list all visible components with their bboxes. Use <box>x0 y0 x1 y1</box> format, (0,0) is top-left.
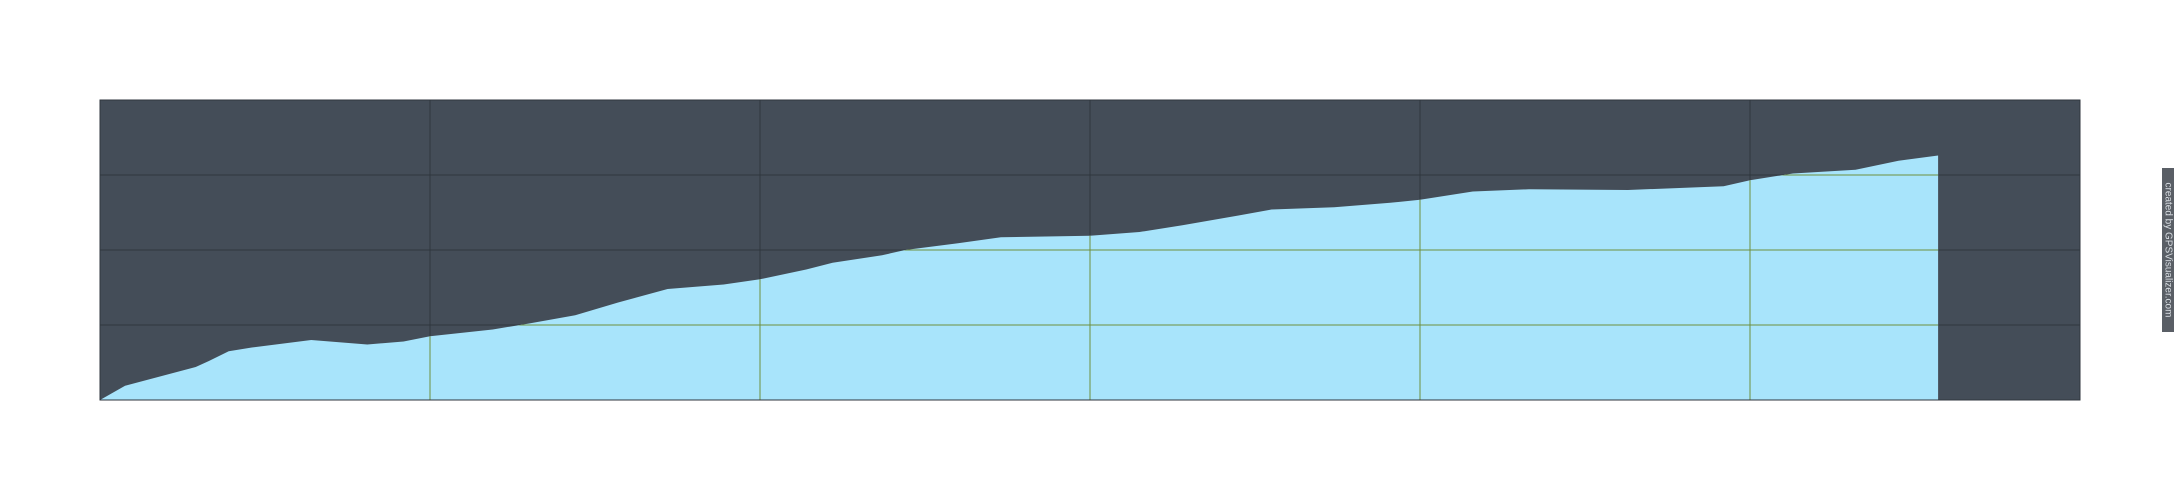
elevation-area <box>100 155 1939 400</box>
watermark-background <box>2162 168 2174 332</box>
plot-border <box>99 99 2081 401</box>
watermark: created by GPSVisualizer.com <box>2162 183 2173 318</box>
